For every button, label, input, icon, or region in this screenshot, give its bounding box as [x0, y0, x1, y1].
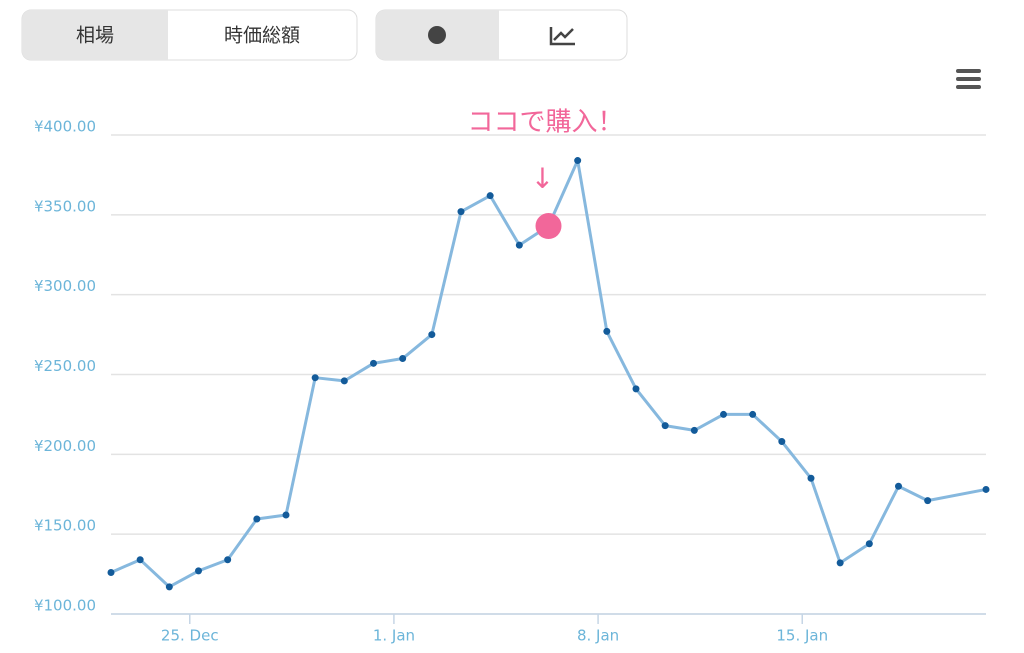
- data-point: [282, 511, 290, 519]
- x-tick-label: 8. Jan: [577, 627, 619, 645]
- data-point: [486, 192, 494, 200]
- data-point: [807, 474, 815, 482]
- data-point: [895, 482, 902, 490]
- y-tick-label: ¥300.00: [34, 277, 96, 295]
- data-point: [311, 374, 319, 382]
- tab-active[interactable]: [22, 10, 168, 60]
- tab-label[interactable]: 時価総額: [224, 25, 300, 47]
- data-point: [165, 583, 173, 591]
- x-tick-label: 15. Jan: [776, 627, 828, 645]
- data-point: [399, 355, 407, 363]
- data-point: [632, 385, 640, 393]
- data-point: [749, 410, 757, 418]
- series-line: [110, 159, 987, 589]
- data-point: [253, 515, 261, 523]
- menu-icon[interactable]: [956, 69, 981, 89]
- data-point: [136, 556, 144, 564]
- data-point: [778, 438, 786, 446]
- highlight-point: [535, 213, 562, 240]
- data-point: [224, 556, 232, 564]
- data-point: [457, 208, 465, 216]
- data-point: [865, 540, 873, 548]
- data-point: [690, 426, 698, 434]
- y-tick-label: ¥400.00: [34, 118, 96, 136]
- data-point: [836, 559, 844, 567]
- data-point: [982, 485, 990, 493]
- x-tick-label: 1. Jan: [373, 627, 415, 645]
- data-point: [924, 497, 932, 505]
- dot-icon[interactable]: [428, 26, 446, 44]
- y-tick-label: ¥150.00: [34, 517, 96, 535]
- data-point: [195, 567, 202, 575]
- y-tick-label: ¥250.00: [34, 357, 96, 375]
- x-tick-label: 25. Dec: [161, 627, 219, 645]
- data-point: [661, 422, 669, 430]
- view-tabs: [375, 9, 628, 61]
- annotation-text: ココで購入！: [467, 108, 623, 138]
- chart-icon[interactable]: [549, 27, 575, 46]
- data-point: [574, 157, 582, 165]
- y-tick-label: ¥100.00: [34, 597, 96, 615]
- data-point: [515, 241, 523, 249]
- y-tick-label: ¥200.00: [34, 437, 96, 455]
- data-point: [107, 568, 115, 576]
- data-point: [370, 359, 377, 367]
- annotation-arrow: ↓: [531, 162, 554, 195]
- data-point: [603, 327, 611, 335]
- y-tick-label: ¥350.00: [34, 197, 96, 215]
- data-point: [720, 410, 727, 418]
- data-point: [340, 377, 348, 385]
- tab-label[interactable]: 相場: [76, 25, 114, 47]
- range-tabs: 相場 時価総額: [21, 9, 358, 61]
- data-point: [428, 331, 436, 339]
